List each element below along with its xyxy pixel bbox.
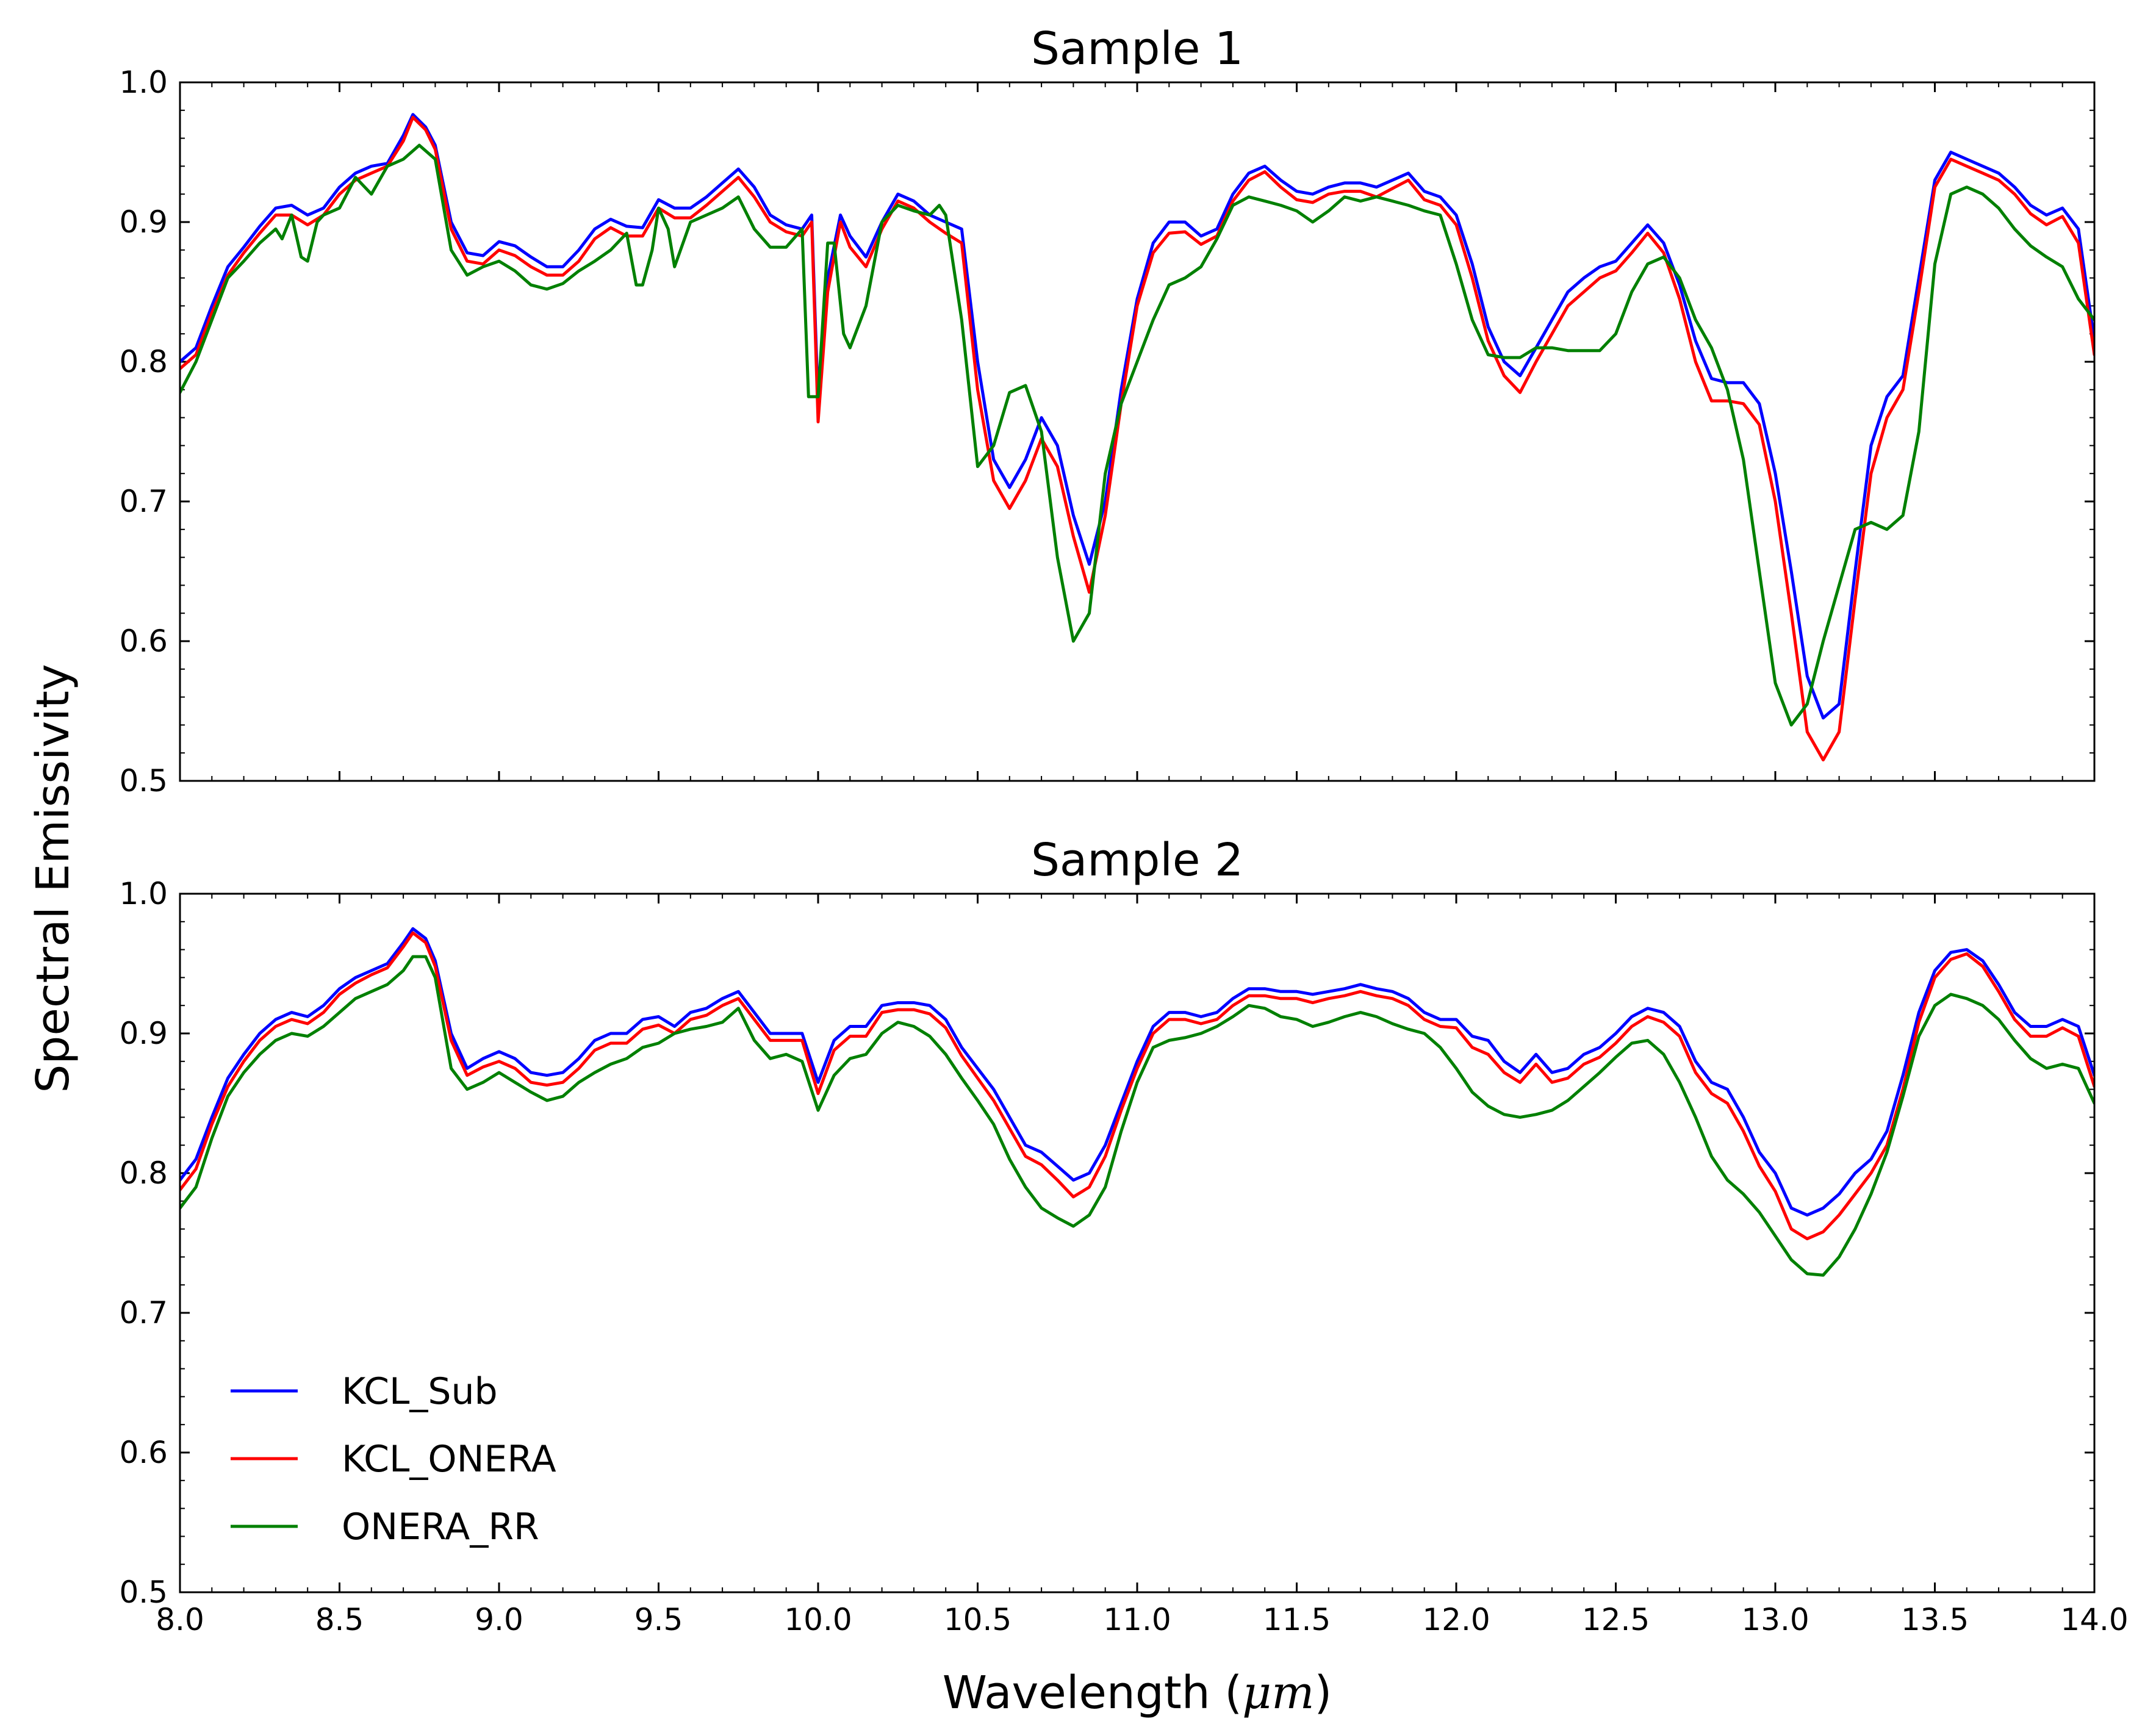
x-tick-label: 10.0 — [784, 1602, 852, 1637]
x-tick-label: 12.0 — [1422, 1602, 1490, 1637]
y-tick-label: 0.8 — [119, 1155, 168, 1191]
series-line-kcl-sub-sample-1 — [180, 113, 2094, 720]
legend-label-kcl-onera: KCL_ONERA — [342, 1438, 556, 1481]
plot-frame-sample-2 — [179, 893, 2096, 1593]
panel-title-sample-1: Sample 1 — [1031, 23, 1243, 75]
plot-frame-sample-1 — [179, 81, 2096, 782]
series-line-kcl-sub-sample-2 — [180, 927, 2094, 1217]
x-axis-label-text: Wavelength ( — [943, 1667, 1242, 1719]
series-line-onera-rr-sample-2 — [180, 955, 2094, 1277]
y-tick-label: 0.6 — [119, 1435, 168, 1470]
x-tick-label: 9.5 — [634, 1602, 683, 1637]
panel-title-sample-2: Sample 2 — [1031, 834, 1243, 886]
x-tick-label: 8.5 — [315, 1602, 364, 1637]
x-tick-label: 11.0 — [1103, 1602, 1171, 1637]
x-axis-label-close: ) — [1314, 1667, 1332, 1719]
y-tick-label: 0.6 — [119, 623, 168, 659]
x-tick-label: 14.0 — [2060, 1602, 2128, 1637]
y-tick-label: 1.0 — [119, 65, 168, 100]
y-tick-label: 0.9 — [119, 204, 168, 240]
x-tick-label: 13.5 — [1901, 1602, 1969, 1637]
x-tick-label: 12.5 — [1582, 1602, 1650, 1637]
x-tick-label: 10.5 — [944, 1602, 1012, 1637]
x-tick-label: 11.5 — [1263, 1602, 1331, 1637]
y-tick-label: 0.5 — [119, 1575, 168, 1610]
y-tick-label: 1.0 — [119, 876, 168, 911]
y-tick-label: 0.5 — [119, 763, 168, 799]
panel-sample-2: Sample 2 8.0 8.5 9.0 9.5 10.0 10.5 11.0 11.5 12.… — [119, 834, 2128, 1637]
legend-label-kcl-sub: KCL_Sub — [342, 1370, 498, 1413]
y-tick-label: 0.7 — [119, 484, 168, 519]
x-tick-label: 8.0 — [156, 1602, 204, 1637]
legend-label-onera-rr: ONERA_RR — [342, 1506, 539, 1548]
series-line-kcl-onera-sample-2 — [180, 931, 2094, 1241]
x-tick-label: 9.0 — [475, 1602, 523, 1637]
y-axis-label: Spectral Emissivity — [27, 664, 79, 1093]
y-tick-label: 0.9 — [119, 1016, 168, 1051]
x-tick-label: 13.0 — [1741, 1602, 1809, 1637]
x-axis-label-unit: μm — [1242, 1667, 1314, 1719]
x-axis-label: Wavelength (μm) — [943, 1667, 1332, 1719]
series-line-onera-rr-sample-1 — [180, 143, 2094, 727]
y-tick-label: 0.7 — [119, 1295, 168, 1331]
legend: KCL_Sub KCL_ONERA ONERA_RR — [231, 1370, 556, 1548]
panel-sample-1: Sample 1 0.5 0.6 0.7 0.8 0.9 1.0 — [119, 23, 2096, 799]
y-tick-label: 0.8 — [119, 344, 168, 379]
series-line-kcl-onera-sample-1 — [180, 115, 2094, 762]
